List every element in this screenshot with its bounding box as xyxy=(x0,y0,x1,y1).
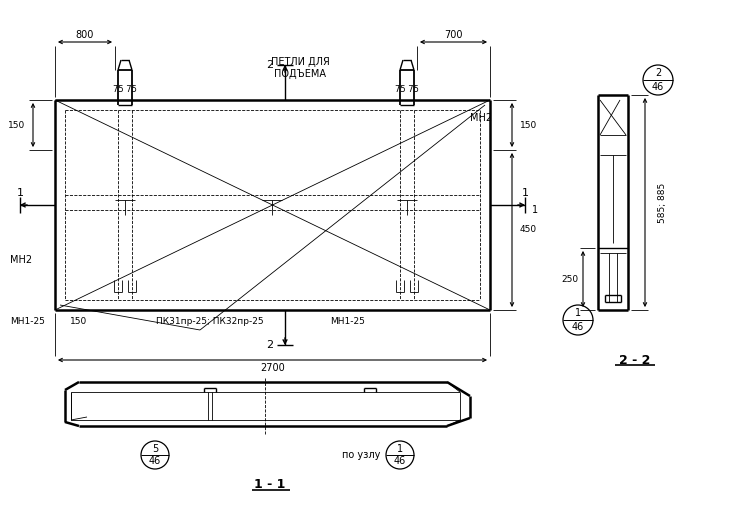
Text: 2: 2 xyxy=(266,60,273,70)
Text: по узлу: по узлу xyxy=(342,450,380,460)
Text: 5: 5 xyxy=(152,444,158,453)
Text: 2 - 2: 2 - 2 xyxy=(619,354,651,367)
Text: 700: 700 xyxy=(444,30,463,40)
Text: 585; 885: 585; 885 xyxy=(658,183,667,223)
Text: 1 - 1: 1 - 1 xyxy=(255,479,285,492)
Text: 46: 46 xyxy=(572,322,584,332)
Text: 46: 46 xyxy=(149,456,161,467)
Text: МН1-25: МН1-25 xyxy=(10,317,45,326)
Text: 1: 1 xyxy=(575,308,581,319)
Text: 800: 800 xyxy=(76,30,94,40)
Text: 150: 150 xyxy=(70,317,87,326)
Text: 450: 450 xyxy=(520,225,537,234)
Text: 150: 150 xyxy=(8,120,25,130)
Text: ПЕТЛИ ДЛЯ
ПОДЪЕМА: ПЕТЛИ ДЛЯ ПОДЪЕМА xyxy=(270,57,329,79)
Text: 1: 1 xyxy=(532,205,538,215)
Text: 75 75: 75 75 xyxy=(113,85,137,95)
Text: 1: 1 xyxy=(522,188,529,198)
Text: ПК31пр-25; ПК32пр-25: ПК31пр-25; ПК32пр-25 xyxy=(156,317,264,326)
Text: 1: 1 xyxy=(397,444,403,453)
Text: 2700: 2700 xyxy=(260,363,285,373)
Text: 2: 2 xyxy=(266,340,273,350)
Text: 250: 250 xyxy=(561,275,578,283)
Text: 75 75: 75 75 xyxy=(395,85,419,95)
Text: 1: 1 xyxy=(17,188,23,198)
Text: 150: 150 xyxy=(520,120,537,130)
Text: МН2: МН2 xyxy=(10,255,32,265)
Text: МН1-25: МН1-25 xyxy=(330,317,365,326)
Text: МН2: МН2 xyxy=(470,113,492,123)
Text: 46: 46 xyxy=(394,456,406,467)
Text: 46: 46 xyxy=(652,82,664,92)
Text: 2: 2 xyxy=(655,68,661,78)
